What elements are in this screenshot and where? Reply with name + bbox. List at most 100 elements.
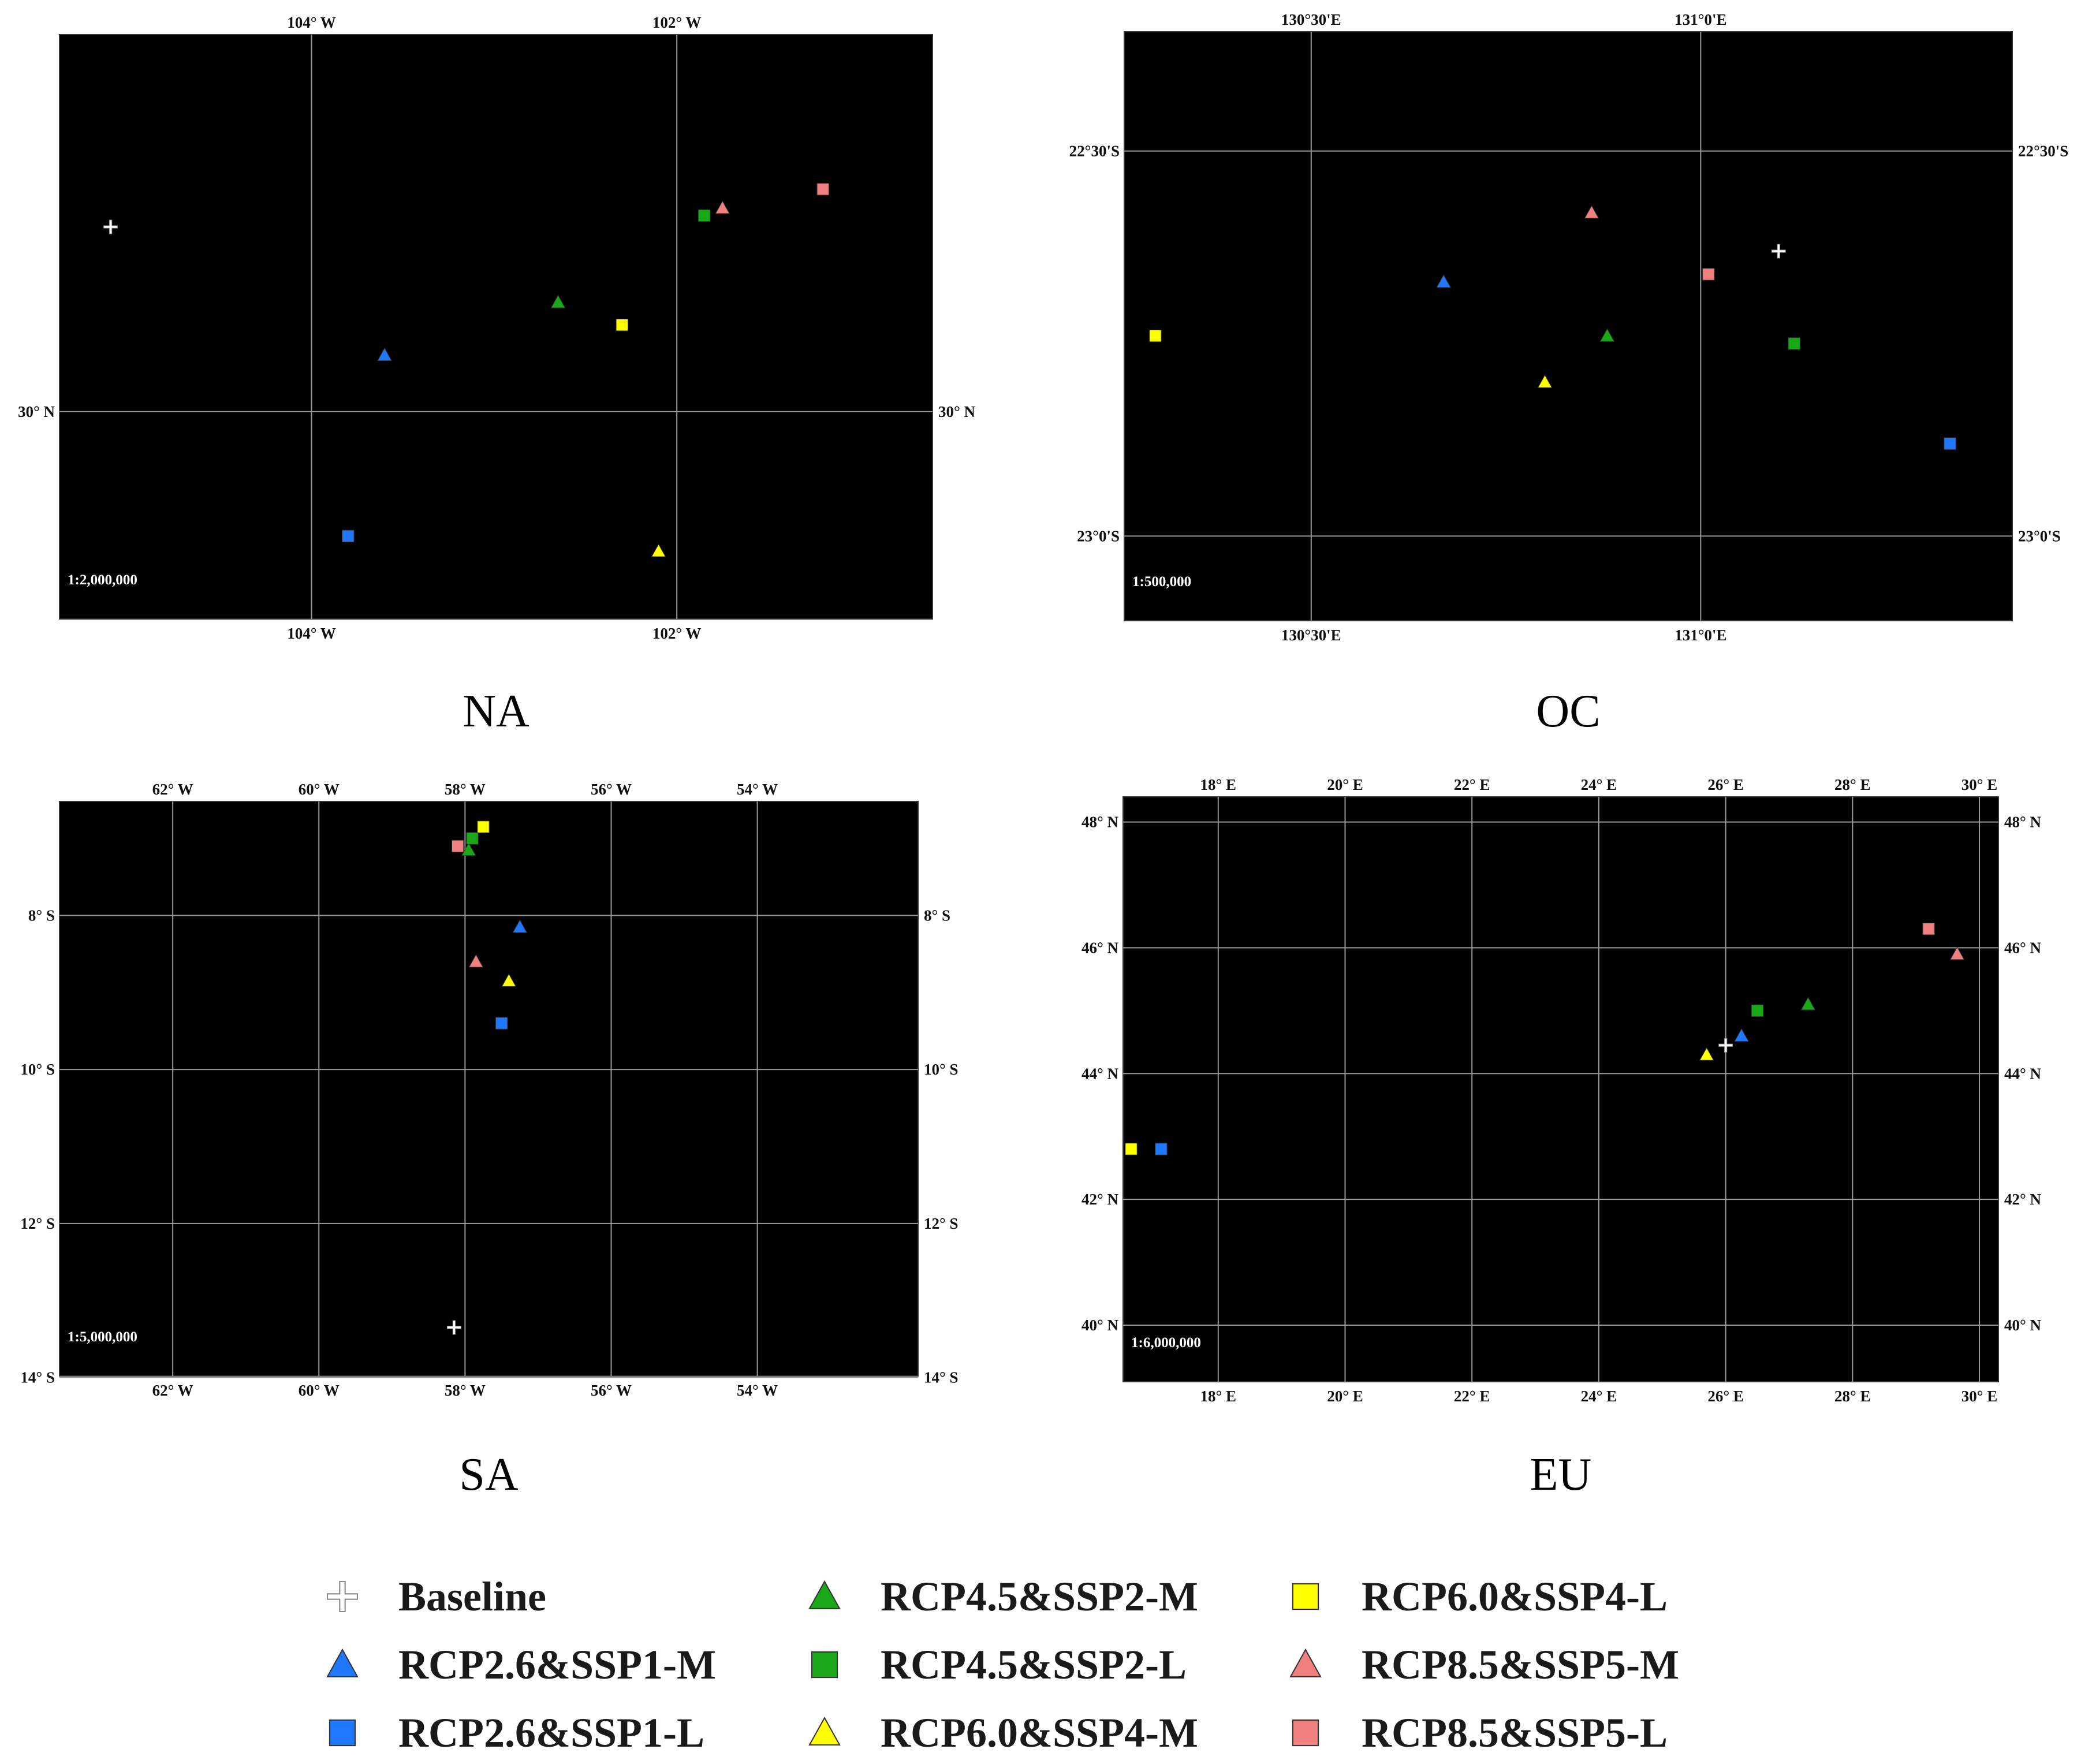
lat-label-right: 44° N <box>2004 1065 2042 1082</box>
map-frame <box>1124 31 2013 621</box>
legend-label: RCP8.5&SSP5-L <box>1362 1710 1668 1756</box>
lat-label-left: 30° N <box>18 403 55 420</box>
legend-symbol-rcp26_m <box>326 1648 359 1677</box>
legend-item-rcp85_l: RCP8.5&SSP5-L <box>1292 1710 1668 1756</box>
lat-label-right: 12° S <box>924 1215 959 1232</box>
legend-symbol-rcp26_l <box>329 1719 356 1747</box>
lat-label-left: 12° S <box>20 1215 55 1232</box>
marker-rcp60_l <box>616 319 628 331</box>
lat-label-right: 46° N <box>2004 939 2042 956</box>
map-panel-sa: 62° W 62° W 60° W 60° W 58° W 58° W 56° W 56° W… <box>20 781 958 1500</box>
marker-rcp85_m <box>1949 946 1965 960</box>
marker-rcp26_m <box>1734 1028 1749 1042</box>
legend-symbol-rcp45_l <box>811 1651 838 1679</box>
marker-rcp26_m <box>512 919 528 933</box>
lon-label-top: 130°30'E <box>1281 11 1341 28</box>
lon-label-top: 62° W <box>152 781 193 798</box>
marker-rcp85_l <box>816 182 829 196</box>
lon-label-top: 58° W <box>445 781 486 798</box>
map-panel-eu: 18° E 18° E 20° E 20° E 22° E 22° E 24° E 24° E… <box>1081 776 2042 1500</box>
lon-label-top: 28° E <box>1834 776 1871 793</box>
lat-label-left: 23°0'S <box>1077 527 1120 545</box>
lon-label-top: 54° W <box>737 781 778 798</box>
panel-caption-na: NA <box>463 686 529 737</box>
lon-label-top: 102° W <box>652 14 702 31</box>
marker-rcp45_m <box>1800 997 1816 1010</box>
marker-rcp26_l <box>1155 1143 1168 1155</box>
lat-label-right: 10° S <box>924 1061 959 1078</box>
panel-caption-oc: OC <box>1536 686 1600 737</box>
marker-rcp85_m <box>715 200 730 214</box>
marker-rcp45_m <box>550 294 566 308</box>
marker-rcp45_m <box>461 842 476 856</box>
legend-label: RCP2.6&SSP1-L <box>398 1710 704 1756</box>
lat-label-right: 8° S <box>924 907 950 924</box>
marker-baseline <box>1718 1038 1733 1053</box>
lon-label-bottom: 102° W <box>652 625 702 642</box>
lat-label-right: 48° N <box>2004 814 2042 831</box>
marker-rcp60_l <box>1149 329 1162 342</box>
legend: Baseline RCP2.6&SSP1-M RCP2.6&SSP1-L RCP4.5… <box>326 1573 1679 1756</box>
marker-rcp26_m <box>1436 274 1451 288</box>
marker-rcp45_l <box>1751 1004 1764 1017</box>
legend-item-baseline: Baseline <box>326 1573 546 1620</box>
marker-rcp26_l <box>1944 437 1956 450</box>
panel-caption-eu: EU <box>1530 1449 1592 1500</box>
marker-rcp60_l <box>477 821 490 833</box>
legend-item-rcp26_m: RCP2.6&SSP1-M <box>326 1642 716 1688</box>
legend-item-rcp45_m: RCP4.5&SSP2-M <box>808 1573 1198 1620</box>
map-frame <box>1122 796 1999 1382</box>
lon-label-bottom: 24° E <box>1581 1388 1617 1405</box>
lat-label-left: 42° N <box>1081 1191 1119 1208</box>
lon-label-top: 131°0'E <box>1675 11 1726 28</box>
lon-label-bottom: 20° E <box>1327 1388 1363 1405</box>
lat-label-right: 14° S <box>924 1369 959 1386</box>
scale-label: 1:500,000 <box>1132 574 1191 590</box>
marker-rcp26_m <box>377 347 392 361</box>
legend-symbol-rcp85_l <box>1292 1719 1319 1747</box>
marker-rcp60_m <box>501 973 517 987</box>
lon-label-bottom: 56° W <box>591 1382 632 1399</box>
lon-label-top: 20° E <box>1327 776 1363 793</box>
scale-label: 1:5,000,000 <box>68 1329 137 1345</box>
map-frame <box>59 34 933 620</box>
marker-rcp60_l <box>1125 1143 1138 1155</box>
lat-label-left: 22°30'S <box>1069 143 1120 160</box>
map-panel-oc: 130°30'E 130°30'E 131°0'E 131°0'E 22°30'S 22°… <box>1069 11 2069 737</box>
legend-item-rcp60_l: RCP6.0&SSP4-L <box>1292 1573 1668 1620</box>
legend-symbol-rcp45_m <box>808 1580 841 1609</box>
marker-rcp85_l <box>1922 923 1935 935</box>
lat-label-left: 44° N <box>1081 1065 1119 1082</box>
lon-label-bottom: 26° E <box>1707 1388 1744 1405</box>
lat-label-right: 42° N <box>2004 1191 2042 1208</box>
legend-label: RCP6.0&SSP4-M <box>881 1710 1198 1756</box>
marker-rcp45_l <box>698 209 711 222</box>
lon-label-top: 26° E <box>1707 776 1744 793</box>
lat-label-left: 14° S <box>20 1369 55 1386</box>
legend-label: RCP8.5&SSP5-M <box>1362 1642 1679 1688</box>
lon-label-bottom: 62° W <box>152 1382 193 1399</box>
lon-label-top: 24° E <box>1581 776 1617 793</box>
marker-rcp45_l <box>466 832 479 845</box>
lat-label-left: 8° S <box>28 907 55 924</box>
lon-label-top: 30° E <box>1961 776 1998 793</box>
map-frame <box>59 801 919 1377</box>
marker-rcp26_l <box>495 1017 508 1030</box>
legend-item-rcp26_l: RCP2.6&SSP1-L <box>329 1710 704 1756</box>
lon-label-bottom: 104° W <box>287 625 336 642</box>
map-panels: 104° W 104° W 102° W 102° W 30° N 30° N 1:2,00… <box>18 11 2068 1500</box>
lat-label-right: 22°30'S <box>2018 143 2068 160</box>
lon-label-top: 22° E <box>1454 776 1490 793</box>
legend-symbol-rcp85_m <box>1289 1648 1322 1677</box>
lon-label-top: 56° W <box>591 781 632 798</box>
marker-rcp45_l <box>1788 337 1800 350</box>
marker-rcp85_l <box>452 840 464 853</box>
map-panel-na: 104° W 104° W 102° W 102° W 30° N 30° N 1:2,00… <box>18 14 976 737</box>
lon-label-top: 104° W <box>287 14 336 31</box>
legend-item-rcp45_l: RCP4.5&SSP2-L <box>811 1642 1187 1688</box>
lon-label-bottom: 30° E <box>1961 1388 1998 1405</box>
lon-label-bottom: 131°0'E <box>1675 626 1726 644</box>
marker-rcp60_m <box>1537 374 1553 388</box>
lon-label-bottom: 60° W <box>299 1382 340 1399</box>
